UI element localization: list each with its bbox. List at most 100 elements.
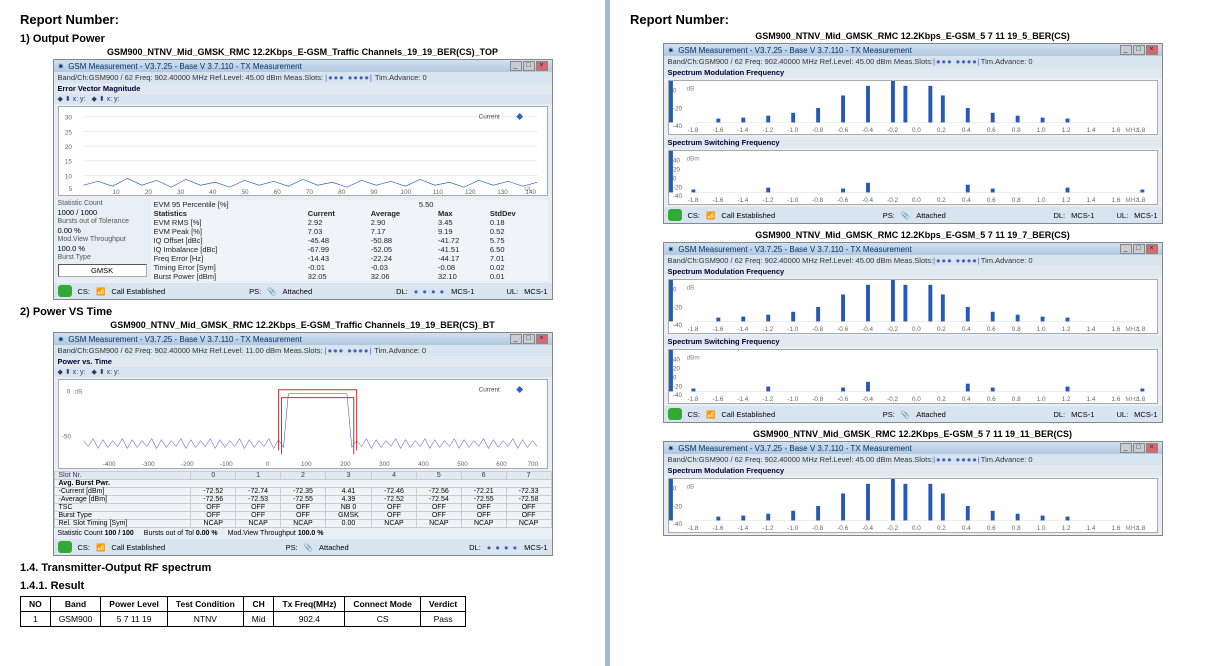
svg-text:0.8: 0.8	[1011, 396, 1020, 403]
stats-h2: Average	[368, 209, 435, 218]
maximize-button[interactable]: □	[523, 334, 535, 344]
tb-zoom-icon[interactable]: ◆ ⬍ x: y:	[58, 368, 86, 376]
maximize-button[interactable]: □	[523, 61, 535, 71]
ul-label: UL:	[506, 287, 518, 296]
window-controls: _ □ ×	[1120, 443, 1158, 453]
svg-text:15: 15	[64, 159, 72, 166]
tb-pan-icon[interactable]: ◆ ⬍ x: y:	[91, 95, 119, 103]
section-output-power: 1) Output Power	[20, 33, 585, 45]
spec-chart-title: Spectrum Modulation Frequency	[664, 67, 1162, 78]
close-button[interactable]: ×	[536, 61, 548, 71]
spec-chart-title: Spectrum Switching Frequency	[664, 137, 1162, 148]
svg-text:-0.6: -0.6	[837, 396, 848, 403]
svg-text:-20: -20	[672, 184, 682, 191]
svg-text:110: 110	[432, 189, 443, 195]
svg-text:130: 130	[497, 189, 508, 195]
svg-text:dB: dB	[686, 484, 694, 491]
tb-pan-icon[interactable]: ◆ ⬍ x: y:	[91, 368, 119, 376]
svg-text:-0.2: -0.2	[887, 197, 898, 204]
attached-label: Attached	[916, 211, 946, 220]
evm-window: ✷ GSM Measurement - V3.7.25 - Base V 3.7…	[53, 59, 553, 300]
stat-count-label: Statistic Count	[58, 200, 103, 207]
tim-advance: Tim.Advance: 0	[375, 73, 427, 82]
svg-text:0.0: 0.0	[912, 197, 921, 204]
maximize-button[interactable]: □	[1133, 244, 1145, 254]
spec-chart: dB MHz 0-20-40 -1.8-1.6-1.4-1.2-1.0-0.8-…	[668, 279, 1158, 334]
window-controls: _ □ ×	[1120, 244, 1158, 254]
svg-text:120: 120	[465, 189, 476, 195]
svg-text:50: 50	[241, 189, 249, 195]
stats-h4: StdDev	[487, 209, 548, 218]
page-left: Report Number: 1) Output Power GSM900_NT…	[0, 0, 605, 666]
minimize-button[interactable]: _	[510, 61, 522, 71]
svg-text:1.2: 1.2	[1061, 127, 1070, 134]
svg-text:-1.6: -1.6	[712, 197, 723, 204]
svg-text:0: 0	[672, 374, 676, 381]
svg-text:-0.4: -0.4	[862, 197, 873, 204]
svg-text:-0.4: -0.4	[862, 127, 873, 134]
cs-label: CS:	[688, 410, 701, 419]
window-controls: _ □ ×	[1120, 45, 1158, 55]
close-button[interactable]: ×	[536, 334, 548, 344]
pvt-infobar: Band/Ch:GSM900 / 62 Freq: 902.40000 MHz …	[54, 345, 552, 356]
svg-text:-1.4: -1.4	[737, 525, 748, 532]
svg-text:700: 700	[527, 461, 538, 468]
cs-badge-icon	[668, 408, 682, 420]
close-button[interactable]: ×	[1146, 244, 1158, 254]
minimize-button[interactable]: _	[510, 334, 522, 344]
evm-grid	[83, 117, 537, 176]
svg-text:0.4: 0.4	[961, 197, 970, 204]
svg-text:1.8: 1.8	[1136, 525, 1145, 532]
dl-label: DL:	[1053, 410, 1065, 419]
attached-icon: 📎	[304, 543, 313, 552]
svg-text:0.8: 0.8	[1011, 525, 1020, 532]
svg-text:dBm: dBm	[686, 355, 699, 362]
svg-text:40: 40	[672, 158, 680, 165]
call-established: Call Established	[111, 543, 165, 552]
svg-text:0.0: 0.0	[912, 127, 921, 134]
svg-text:600: 600	[496, 461, 507, 468]
slot-statcount-lbl: Statistic Count	[58, 530, 103, 537]
dl-mcs: MCS-1	[1071, 211, 1094, 220]
close-button[interactable]: ×	[1146, 45, 1158, 55]
svg-text:dB: dB	[686, 86, 694, 93]
svg-text:-40: -40	[672, 521, 682, 528]
maximize-button[interactable]: □	[1133, 45, 1145, 55]
call-established: Call Established	[111, 287, 165, 296]
svg-text:-1.2: -1.2	[762, 396, 773, 403]
spec-titlebar: ✷ GSM Measurement - V3.7.25 - Base V 3.7…	[664, 442, 1162, 454]
svg-text:1.8: 1.8	[1136, 197, 1145, 204]
slot-burststol-lbl: Bursts out of Tol	[144, 530, 194, 537]
svg-text:-1.0: -1.0	[787, 326, 798, 333]
tb-zoom-icon[interactable]: ◆ ⬍ x: y:	[58, 95, 86, 103]
call-established: Call Established	[721, 410, 775, 419]
stats-h3: Max	[435, 209, 487, 218]
spec-window-title: GSM900_NTNV_Mid_GMSK_RMC 12.2Kbps_E-GSM_…	[630, 31, 1195, 41]
spec-chart-title: Spectrum Modulation Frequency	[664, 465, 1162, 476]
svg-text:1.2: 1.2	[1061, 525, 1070, 532]
attached-icon: 📎	[901, 211, 910, 220]
svg-text:-0.4: -0.4	[862, 326, 873, 333]
svg-text:1.4: 1.4	[1086, 326, 1095, 333]
evm-stats-left: Statistic Count 1000 / 1000 Bursts out o…	[58, 200, 147, 281]
evm-footer: CS: 📶 Call Established PS: 📎 Attached DL…	[54, 283, 552, 299]
spec-window-caption: GSM Measurement - V3.7.25 - Base V 3.7.1…	[678, 46, 912, 55]
svg-text:70: 70	[305, 189, 313, 195]
svg-text:-1.2: -1.2	[762, 127, 773, 134]
svg-text:20: 20	[672, 366, 680, 373]
svg-text:1.8: 1.8	[1136, 326, 1145, 333]
minimize-button[interactable]: _	[1120, 45, 1132, 55]
maximize-button[interactable]: □	[1133, 443, 1145, 453]
close-button[interactable]: ×	[1146, 443, 1158, 453]
svg-text:-0.6: -0.6	[837, 127, 848, 134]
svg-text:-40: -40	[672, 322, 682, 329]
window-controls: _ □ ×	[510, 334, 548, 344]
attached-icon: 📎	[901, 410, 910, 419]
minimize-button[interactable]: _	[1120, 244, 1132, 254]
svg-text:400: 400	[418, 461, 429, 468]
minimize-button[interactable]: _	[1120, 443, 1132, 453]
svg-text:1.8: 1.8	[1136, 396, 1145, 403]
dl-label: DL:	[1053, 211, 1065, 220]
svg-text:0.0: 0.0	[912, 326, 921, 333]
burst-type-value: GMSK	[58, 264, 147, 277]
